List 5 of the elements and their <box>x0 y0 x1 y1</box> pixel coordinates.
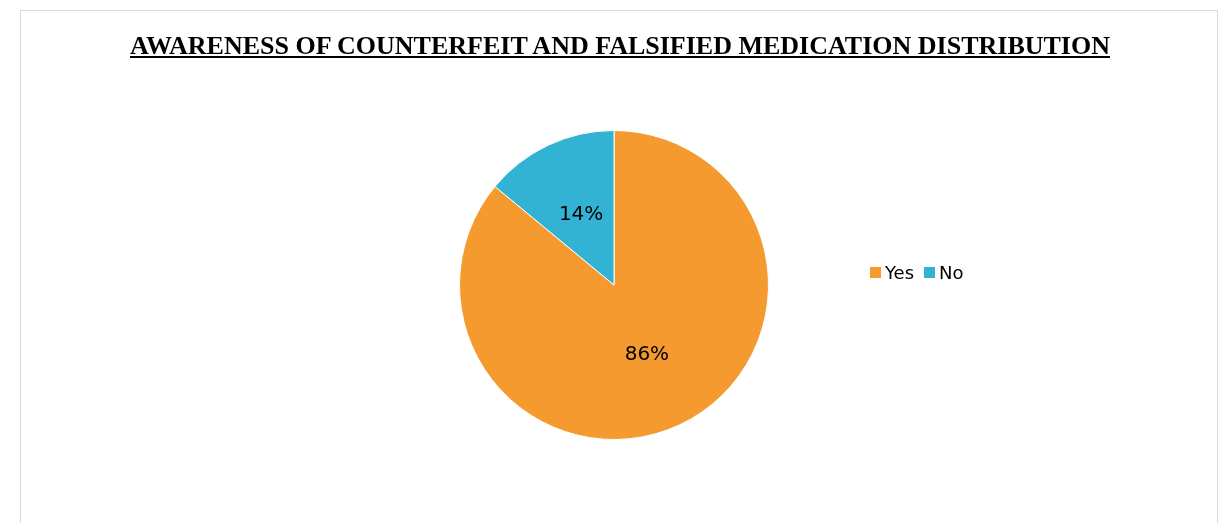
chart-title: AWARENESS OF COUNTERFEIT AND FALSIFIED MEDICATION DISTRIBUTION <box>129 30 1111 62</box>
legend-label: No <box>939 262 964 283</box>
legend-label: Yes <box>885 262 915 283</box>
data-label: 14% <box>558 201 604 226</box>
data-label: 86% <box>624 341 670 366</box>
